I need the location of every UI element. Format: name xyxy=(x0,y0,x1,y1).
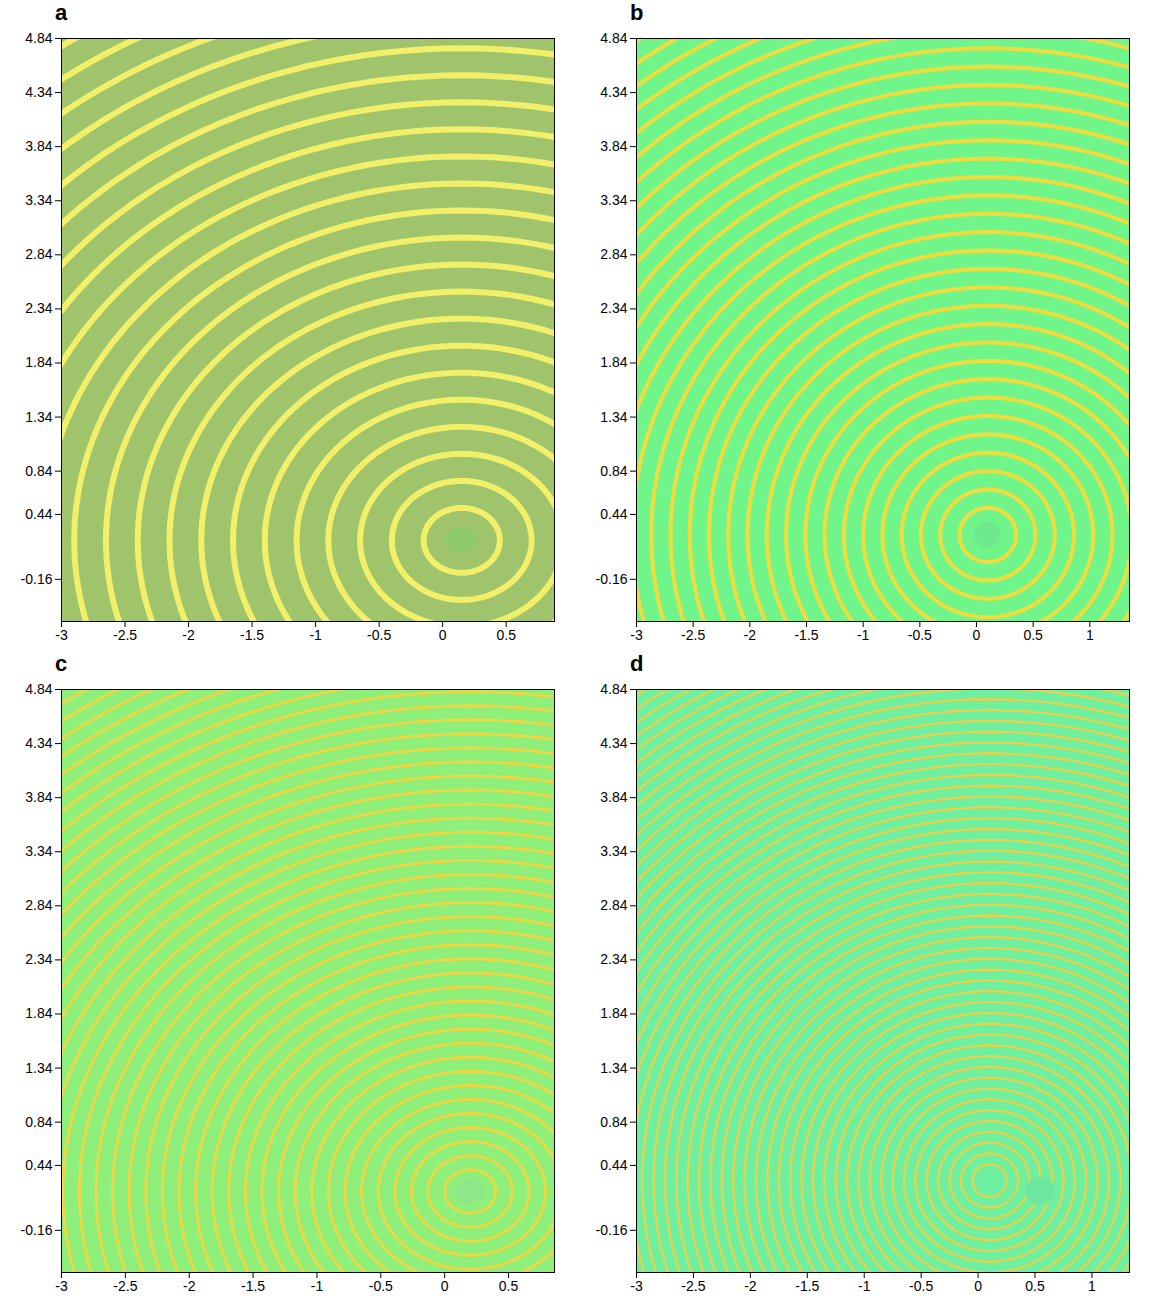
svg-text:0.5: 0.5 xyxy=(1023,627,1043,643)
svg-text:4.34: 4.34 xyxy=(25,735,52,751)
svg-text:2.84: 2.84 xyxy=(25,897,52,913)
svg-text:2.34: 2.34 xyxy=(25,300,52,316)
svg-text:-0.16: -0.16 xyxy=(596,571,628,587)
svg-text:1.84: 1.84 xyxy=(25,1005,52,1021)
svg-text:0: 0 xyxy=(973,627,981,643)
svg-text:3.84: 3.84 xyxy=(600,789,627,805)
svg-text:-1.5: -1.5 xyxy=(241,1278,265,1294)
svg-text:-1.5: -1.5 xyxy=(794,627,818,643)
svg-text:2.34: 2.34 xyxy=(600,300,627,316)
svg-text:0.44: 0.44 xyxy=(600,1157,627,1173)
svg-text:-3: -3 xyxy=(630,1278,643,1294)
svg-text:1.34: 1.34 xyxy=(25,409,52,425)
html-text:c: c xyxy=(55,651,68,676)
svg-text:4.34: 4.34 xyxy=(600,735,627,751)
svg-text:0: 0 xyxy=(441,1278,449,1294)
svg-text:4.34: 4.34 xyxy=(25,84,52,100)
svg-text:-2: -2 xyxy=(744,627,757,643)
svg-text:2.34: 2.34 xyxy=(600,951,627,967)
svg-text:3.34: 3.34 xyxy=(600,843,627,859)
svg-text:0.44: 0.44 xyxy=(600,506,627,522)
svg-text:0: 0 xyxy=(974,1278,982,1294)
svg-text:-0.16: -0.16 xyxy=(596,1222,628,1238)
svg-text:-1: -1 xyxy=(311,1278,324,1294)
svg-text:0: 0 xyxy=(439,627,447,643)
svg-text:0.5: 0.5 xyxy=(499,1278,519,1294)
svg-text:1: 1 xyxy=(1086,627,1094,643)
svg-text:3.84: 3.84 xyxy=(25,138,52,154)
html-text:d: d xyxy=(630,651,644,676)
svg-text:-0.5: -0.5 xyxy=(367,627,391,643)
svg-text:-3: -3 xyxy=(55,627,68,643)
svg-text:0.84: 0.84 xyxy=(25,1114,52,1130)
svg-text:1: 1 xyxy=(1088,1278,1096,1294)
svg-text:-1: -1 xyxy=(309,627,322,643)
svg-text:-0.16: -0.16 xyxy=(21,571,53,587)
svg-text:-1.5: -1.5 xyxy=(795,1278,819,1294)
svg-text:3.34: 3.34 xyxy=(600,192,627,208)
svg-text:-3: -3 xyxy=(55,1278,68,1294)
html-text:b: b xyxy=(630,0,644,25)
svg-text:0.44: 0.44 xyxy=(25,506,52,522)
svg-text:4.84: 4.84 xyxy=(25,30,52,46)
svg-text:3.84: 3.84 xyxy=(25,789,52,805)
svg-text:-2.5: -2.5 xyxy=(113,627,137,643)
svg-text:-2.5: -2.5 xyxy=(681,1278,705,1294)
svg-text:0.44: 0.44 xyxy=(25,1157,52,1173)
svg-text:-0.16: -0.16 xyxy=(21,1222,53,1238)
svg-text:-1: -1 xyxy=(857,627,870,643)
svg-text:1.34: 1.34 xyxy=(600,409,627,425)
svg-text:-2.5: -2.5 xyxy=(681,627,705,643)
svg-text:2.84: 2.84 xyxy=(600,897,627,913)
svg-text:1.34: 1.34 xyxy=(600,1060,627,1076)
svg-text:-2: -2 xyxy=(744,1278,757,1294)
svg-text:3.34: 3.34 xyxy=(25,843,52,859)
svg-text:2.34: 2.34 xyxy=(25,951,52,967)
svg-text:4.84: 4.84 xyxy=(25,681,52,697)
svg-text:0.84: 0.84 xyxy=(600,463,627,479)
svg-text:3.84: 3.84 xyxy=(600,138,627,154)
svg-text:2.84: 2.84 xyxy=(25,246,52,262)
svg-text:-3: -3 xyxy=(630,627,643,643)
svg-text:-0.5: -0.5 xyxy=(369,1278,393,1294)
svg-text:-0.5: -0.5 xyxy=(909,1278,933,1294)
svg-text:-0.5: -0.5 xyxy=(908,627,932,643)
svg-text:0.5: 0.5 xyxy=(496,627,516,643)
svg-text:1.84: 1.84 xyxy=(600,354,627,370)
svg-text:4.34: 4.34 xyxy=(600,84,627,100)
svg-text:-2: -2 xyxy=(182,627,195,643)
svg-text:0.84: 0.84 xyxy=(25,463,52,479)
svg-text:-1: -1 xyxy=(858,1278,871,1294)
svg-text:-2: -2 xyxy=(183,1278,196,1294)
svg-text:2.84: 2.84 xyxy=(600,246,627,262)
svg-text:4.84: 4.84 xyxy=(600,30,627,46)
svg-text:3.34: 3.34 xyxy=(25,192,52,208)
svg-text:-2.5: -2.5 xyxy=(113,1278,137,1294)
svg-text:4.84: 4.84 xyxy=(600,681,627,697)
svg-text:0.84: 0.84 xyxy=(600,1114,627,1130)
svg-text:0.5: 0.5 xyxy=(1025,1278,1045,1294)
svg-text:1.84: 1.84 xyxy=(25,354,52,370)
svg-text:1.34: 1.34 xyxy=(25,1060,52,1076)
svg-text:1.84: 1.84 xyxy=(600,1005,627,1021)
html-text:a: a xyxy=(55,0,68,25)
svg-text:-1.5: -1.5 xyxy=(240,627,264,643)
